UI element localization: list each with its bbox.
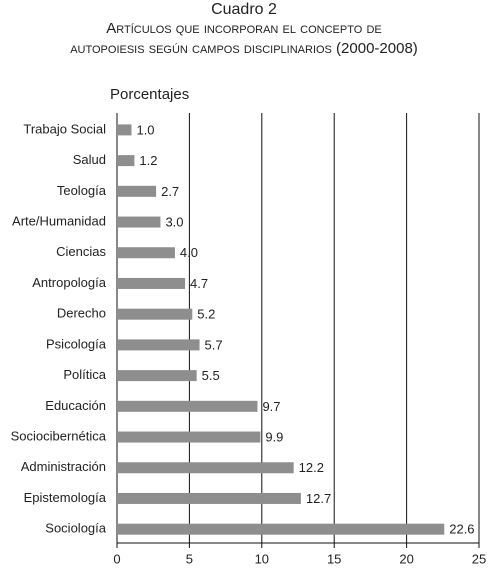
bar	[117, 400, 258, 412]
bar	[117, 339, 200, 351]
data-label: 5.7	[205, 337, 223, 352]
data-label: 9.9	[265, 429, 283, 444]
x-tick-label: 15	[327, 551, 341, 566]
y-tick-label: Psicología	[46, 336, 107, 351]
bar	[117, 308, 193, 320]
bar	[117, 185, 157, 197]
bar	[117, 492, 301, 504]
y-tick-label: Administración	[21, 459, 106, 474]
bar	[117, 431, 261, 443]
data-label: 1.2	[139, 153, 157, 168]
y-tick-label: Epistemología	[24, 490, 107, 505]
y-tick-label: Sociología	[45, 521, 106, 536]
x-tick-label: 10	[255, 551, 269, 566]
y-tick-label: Derecho	[57, 306, 106, 321]
bar	[117, 523, 445, 535]
y-tick-label: Ciencias	[56, 244, 106, 259]
bar	[117, 155, 135, 167]
y-tick-label: Educación	[45, 398, 106, 413]
bar	[117, 462, 294, 474]
y-tick-label: Salud	[73, 152, 106, 167]
axis-label: Porcentajes	[110, 86, 189, 103]
data-label: 1.0	[136, 122, 154, 137]
y-tick-label: Antropología	[32, 275, 106, 290]
bar	[117, 216, 161, 228]
data-label: 4.0	[180, 245, 198, 260]
bar	[117, 124, 132, 136]
y-tick-label: Sociocibernética	[11, 428, 107, 443]
x-tick-label: 25	[472, 551, 486, 566]
bar	[117, 247, 175, 259]
data-label: 3.0	[165, 214, 183, 229]
x-tick-label: 0	[113, 551, 120, 566]
y-tick-label: Teología	[57, 183, 107, 198]
data-label: 5.2	[197, 307, 215, 322]
y-tick-label: Trabajo Social	[23, 121, 106, 136]
data-label: 9.7	[262, 399, 280, 414]
data-label: 5.5	[202, 368, 220, 383]
chart-subtitle: Artículos que incorporan el concepto de	[106, 20, 382, 37]
data-label: 12.2	[299, 460, 324, 475]
x-tick-label: 5	[186, 551, 193, 566]
chart-title: Cuadro 2	[211, 1, 277, 18]
chart-subtitle: autopoiesis según campos disciplinarios …	[70, 40, 418, 57]
bar	[117, 370, 197, 382]
y-tick-label: Arte/Humanidad	[12, 213, 106, 228]
y-tick-label: Política	[63, 367, 106, 382]
data-label: 22.6	[449, 522, 474, 537]
bar	[117, 277, 186, 289]
data-label: 12.7	[306, 491, 331, 506]
data-label: 2.7	[161, 184, 179, 199]
data-label: 4.7	[190, 276, 208, 291]
x-tick-label: 20	[399, 551, 413, 566]
